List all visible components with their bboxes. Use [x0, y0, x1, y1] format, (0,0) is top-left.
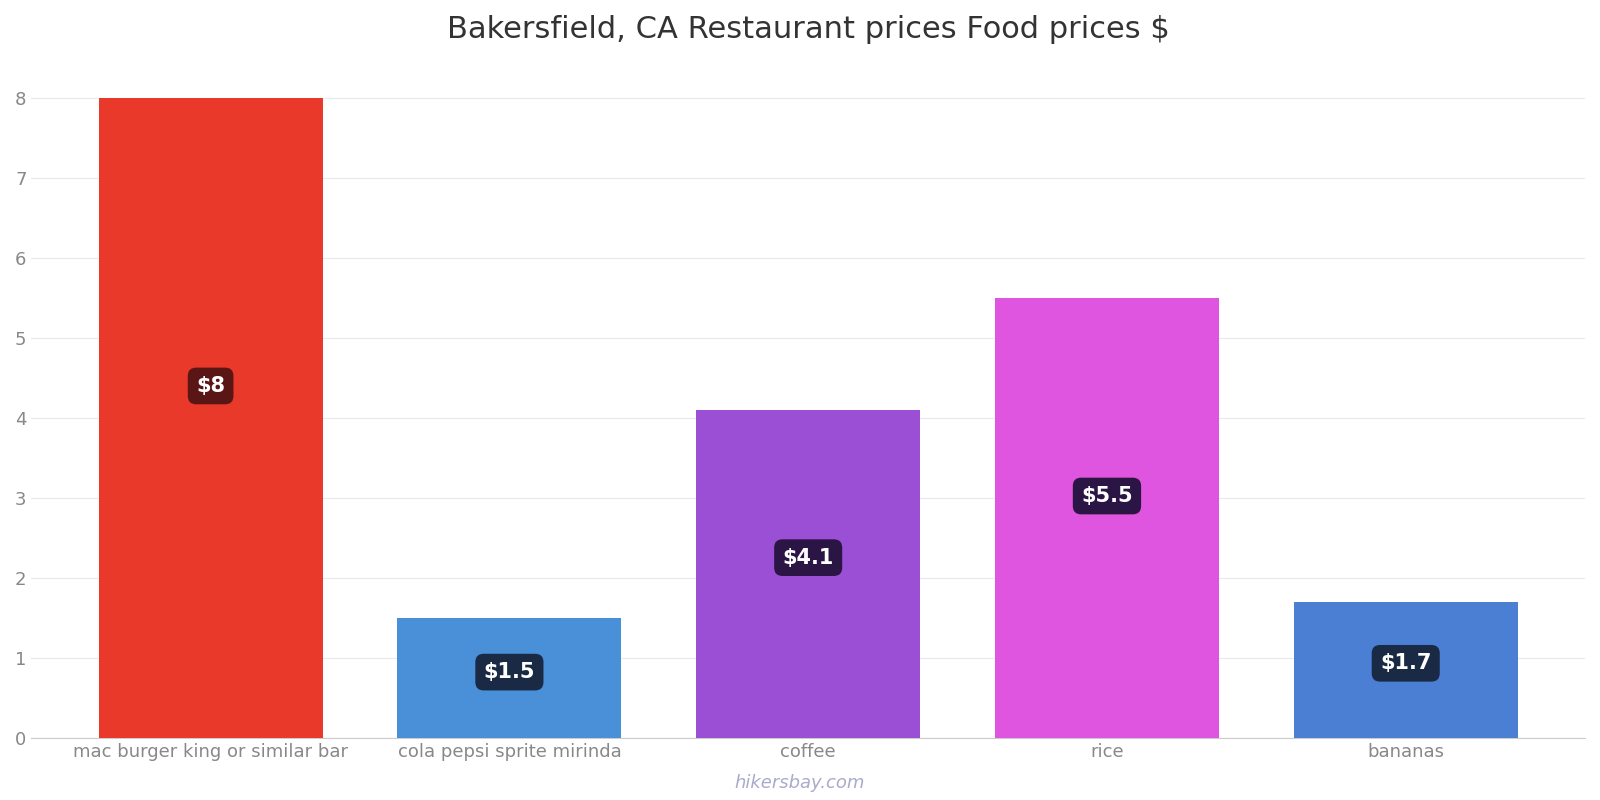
Text: hikersbay.com: hikersbay.com [734, 774, 866, 792]
Text: $8: $8 [197, 376, 226, 396]
Bar [397, 618, 621, 738]
Title: Bakersfield, CA Restaurant prices Food prices $: Bakersfield, CA Restaurant prices Food p… [446, 15, 1170, 44]
Text: $5.5: $5.5 [1082, 486, 1133, 506]
Bar [995, 298, 1219, 738]
Text: $1.7: $1.7 [1381, 654, 1432, 674]
Bar [1294, 602, 1518, 738]
Text: $4.1: $4.1 [782, 548, 834, 568]
Bar [696, 410, 920, 738]
Text: $1.5: $1.5 [483, 662, 534, 682]
Bar [99, 98, 323, 738]
